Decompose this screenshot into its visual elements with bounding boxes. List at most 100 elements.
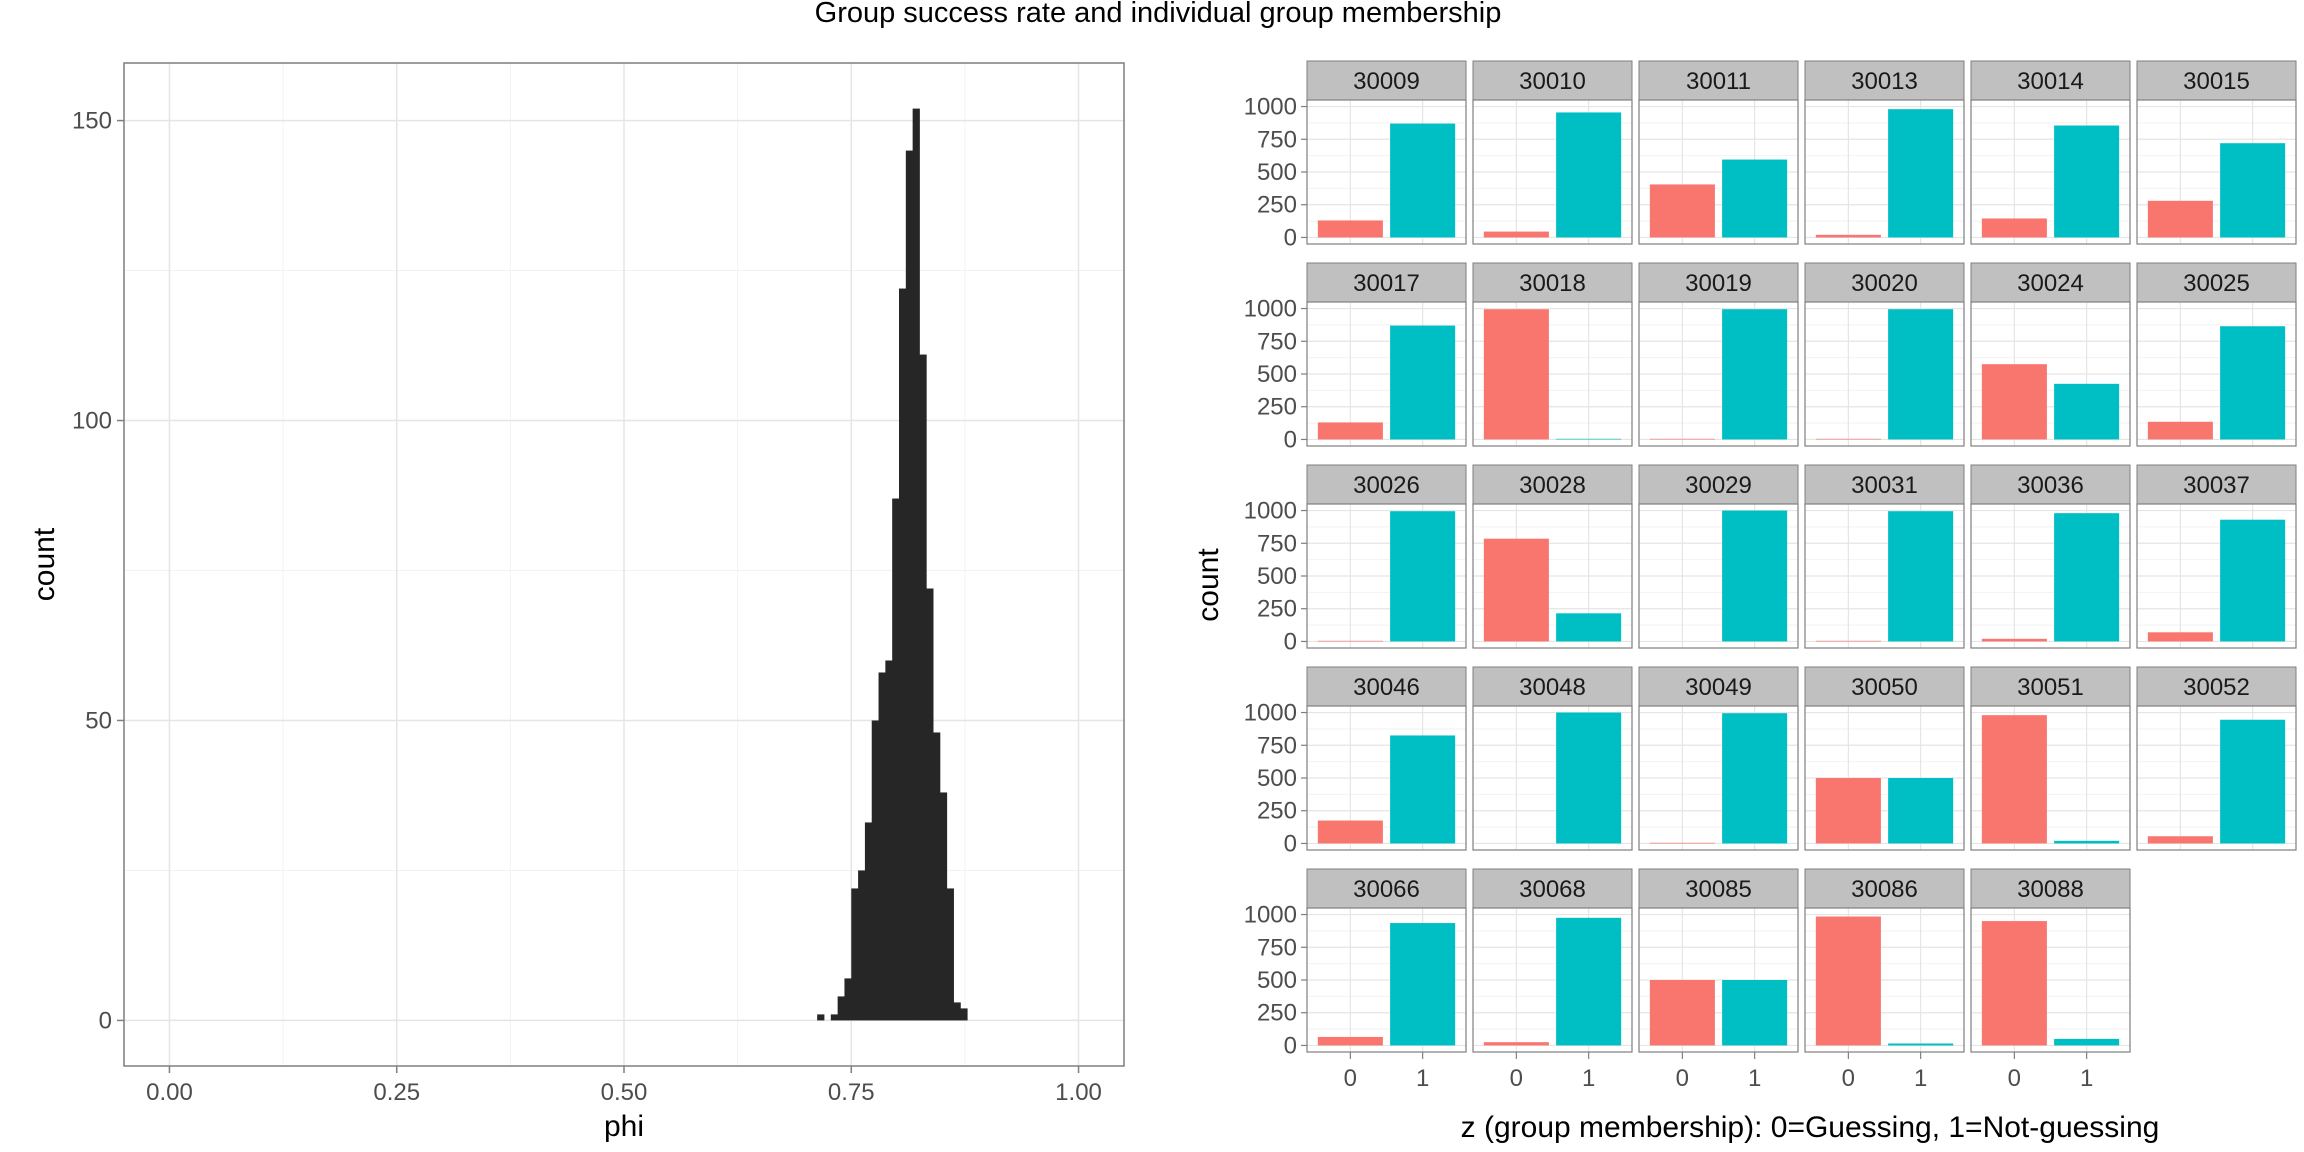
facet-strip (1472, 868, 1633, 909)
facet-y-tick-label: 500 (1257, 765, 1297, 792)
histogram-bar (837, 996, 845, 1021)
hist-x-tick-label: 0.25 (373, 1079, 420, 1106)
facet-x-tick-label: 1 (1914, 1065, 1927, 1092)
histogram-bar (851, 888, 859, 1021)
facet-bar (1317, 422, 1383, 440)
facet-panel-border (1472, 301, 1633, 447)
facet-panel-border (1970, 99, 2131, 245)
facet-strip (1804, 262, 1965, 303)
facet-bar (1888, 309, 1954, 440)
facet-bar (1649, 842, 1715, 844)
facet-panel: 30025 (2136, 262, 2297, 447)
facet-bar (1722, 309, 1788, 440)
facet-panel-border (1472, 907, 1633, 1053)
facet-y-tick-label: 0 (1284, 224, 1297, 251)
histogram-bar (864, 822, 873, 1021)
facet-strip (2136, 464, 2297, 505)
facet-strip (1638, 868, 1799, 909)
facet-strip (1306, 262, 1467, 303)
facet-panel: 30046 0 250 500 750 1000 (1244, 666, 1467, 857)
facet-panel: 30010 (1472, 60, 1633, 245)
facet-strip-label: 30051 (2017, 674, 2084, 701)
facet-x-tick-label: 1 (1416, 1065, 1429, 1092)
facet-y-tick-label: 1000 (1244, 296, 1297, 323)
facet-x-tick-label: 0 (1344, 1065, 1357, 1092)
facet-strip-label: 30037 (2183, 472, 2250, 499)
facet-panel-border (2136, 301, 2297, 447)
facet-y-tick-label: 500 (1257, 361, 1297, 388)
facet-bar (1815, 916, 1881, 1046)
facet-panel-border (1472, 503, 1633, 649)
facet-panel-border (1970, 503, 2131, 649)
facet-panel-border (2136, 99, 2297, 245)
facet-strip (1638, 262, 1799, 303)
histogram-bar (946, 888, 954, 1021)
facet-strip-label: 30050 (1851, 674, 1918, 701)
facet-bar (1483, 231, 1549, 238)
facet-panel: 30048 (1472, 666, 1633, 851)
facet-strip-label: 30029 (1685, 472, 1752, 499)
facet-bar (1556, 438, 1622, 440)
facet-strip (2136, 666, 2297, 707)
facet-bar (2220, 143, 2286, 238)
facet-panel: 30088 0 1 (1970, 868, 2131, 1092)
facet-panel-border (1970, 907, 2131, 1053)
facet-bar (1815, 438, 1881, 440)
hist-x-axis-label: phi (604, 1110, 644, 1143)
facet-bar (1649, 980, 1715, 1046)
facet-strip-label: 30018 (1519, 270, 1586, 297)
facet-bar (2220, 719, 2286, 844)
facet-panel: 30019 (1638, 262, 1799, 447)
facet-panel-border (2136, 705, 2297, 851)
hist-x-tick-label: 0.00 (146, 1079, 193, 1106)
facet-panel: 30026 0 250 500 750 1000 (1244, 464, 1467, 655)
facet-strip-label: 30085 (1685, 876, 1752, 903)
facet-x-tick-label: 0 (1842, 1065, 1855, 1092)
histogram-bar (905, 150, 914, 1021)
facet-bar (1888, 778, 1954, 844)
facet-strip (1306, 868, 1467, 909)
facet-bar (1981, 364, 2047, 440)
facet-y-tick-label: 0 (1284, 1032, 1297, 1059)
facet-panel: 30014 (1970, 60, 2131, 245)
facet-bar (2054, 840, 2120, 844)
facet-x-tick-label: 1 (2080, 1065, 2093, 1092)
hist-y-tick-label: 50 (85, 707, 112, 734)
facet-y-tick-label: 250 (1257, 1000, 1297, 1027)
histogram-bar (919, 354, 927, 1021)
facet-strip-label: 30036 (2017, 472, 2084, 499)
facet-strip (1804, 666, 1965, 707)
facet-strip-label: 30088 (2017, 876, 2084, 903)
facet-bar (1981, 218, 2047, 238)
facet-panel-border (1804, 503, 1965, 649)
facet-strip-label: 30017 (1353, 270, 1420, 297)
facet-panel-border (1638, 99, 1799, 245)
facet-bar (1390, 511, 1456, 642)
facet-y-tick-label: 750 (1257, 934, 1297, 961)
facet-strip-label: 30066 (1353, 876, 1420, 903)
histogram-bar (830, 1014, 839, 1021)
facet-x-tick-label: 0 (2008, 1065, 2021, 1092)
histogram-bar (939, 792, 948, 1021)
facet-panel-border (1804, 705, 1965, 851)
facet-y-tick-label: 1000 (1244, 498, 1297, 525)
facet-y-tick-label: 250 (1257, 192, 1297, 219)
facet-panel: 30017 0 250 500 750 1000 (1244, 262, 1467, 453)
facet-bar (2054, 125, 2120, 238)
facet-y-tick-label: 1000 (1244, 700, 1297, 727)
facet-bar (2147, 200, 2213, 238)
facet-panel-border (1970, 301, 2131, 447)
facet-bar (2054, 1038, 2120, 1046)
facet-strip-label: 30020 (1851, 270, 1918, 297)
facet-y-tick-label: 250 (1257, 596, 1297, 623)
facet-strip-label: 30013 (1851, 68, 1918, 95)
facet-bar (1981, 921, 2047, 1046)
facet-bar (1317, 640, 1383, 642)
facet-bar (1722, 980, 1788, 1046)
facet-y-tick-label: 500 (1257, 967, 1297, 994)
facet-strip-label: 30009 (1353, 68, 1420, 95)
facet-panel: 30011 (1638, 60, 1799, 245)
facet-bar (1981, 638, 2047, 642)
facet-bar (1390, 735, 1456, 844)
